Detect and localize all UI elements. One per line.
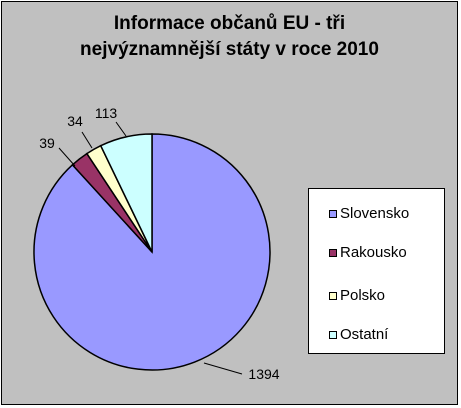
data-label-slovensko: 1394	[248, 366, 279, 382]
data-label-polsko: 34	[67, 113, 83, 129]
legend-swatch-polsko	[329, 292, 337, 300]
legend: Slovensko Rakousko Polsko Ostatní	[308, 188, 445, 354]
chart-title-line-1: Informace občanů EU - tři	[113, 13, 346, 34]
chart-title: Informace občanů EU - tři nejvýznamnější…	[2, 11, 457, 63]
legend-label-ostatni: Ostatní	[340, 326, 389, 343]
legend-label-rakousko: Rakousko	[340, 244, 407, 261]
data-label-ostatni: 113	[95, 105, 118, 121]
pie-slice-ostatni	[99, 133, 153, 253]
legend-swatch-ostatni	[329, 331, 337, 339]
chart-title-line-2: nejvýznamnější státy v roce 2010	[80, 39, 379, 60]
legend-swatch-slovensko	[329, 210, 337, 218]
leader-line-ostatni	[115, 121, 127, 137]
legend-swatch-rakousko	[329, 249, 337, 257]
data-label-rakousko: 39	[39, 135, 55, 151]
legend-label-slovensko: Slovensko	[340, 205, 410, 222]
leader-line-rakousko	[58, 147, 76, 167]
leader-line-polsko	[81, 131, 93, 149]
legend-label-polsko: Polsko	[340, 287, 386, 304]
leader-line-slovensko	[203, 362, 243, 375]
